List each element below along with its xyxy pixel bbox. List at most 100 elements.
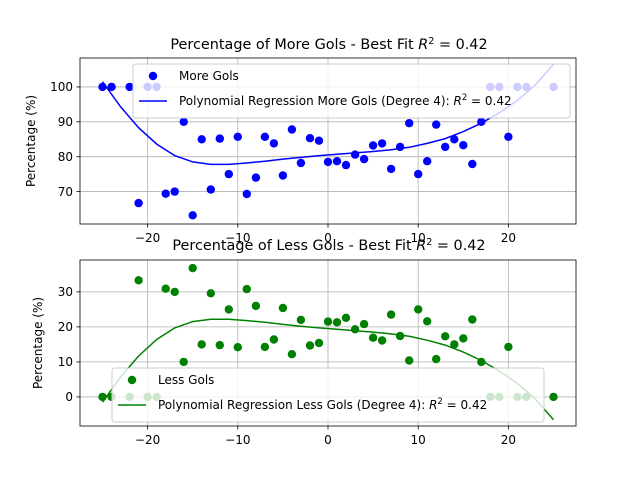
more-gols-data-point — [197, 135, 206, 144]
more-gols-x-tick-label: 0 — [324, 231, 332, 245]
more-gols-data-point — [215, 134, 224, 143]
more-gols-x-tick-label: 10 — [411, 231, 426, 245]
more-gols-data-point — [423, 157, 432, 166]
more-gols-data-point — [368, 141, 378, 150]
less-gols-data-point — [296, 315, 306, 325]
less-gols-y-axis-label: Percentage (%) — [31, 297, 45, 389]
less-gols-data-point — [224, 305, 233, 314]
less-gols-data-point — [423, 317, 432, 326]
more-gols-y-tick-label: 90 — [58, 115, 73, 129]
less-gols-data-point — [395, 331, 405, 341]
more-gols-legend-box — [132, 63, 571, 119]
more-gols-y-tick-label: 80 — [58, 150, 73, 164]
more-gols-data-point — [350, 150, 360, 159]
less-gols-x-tick-label: 20 — [501, 433, 516, 447]
less-gols-data-point — [233, 343, 242, 352]
less-gols-legend-box — [111, 367, 545, 423]
more-gols-data-point — [377, 139, 387, 148]
more-gols-data-point — [170, 187, 179, 196]
less-gols-data-point — [98, 392, 107, 402]
more-gols-data-point — [179, 117, 188, 127]
less-gols-data-point — [188, 263, 197, 273]
more-gols-data-point — [287, 125, 297, 134]
more-gols-legend-marker — [148, 71, 158, 81]
less-gols-data-point — [504, 342, 513, 352]
less-gols-data-point — [414, 305, 423, 314]
less-gols-data-point — [305, 341, 315, 350]
more-gols-data-point — [206, 185, 215, 194]
more-gols-legend: More Gols Polynomial Regression More Gol… — [132, 63, 571, 119]
more-gols-data-point — [224, 169, 233, 179]
less-gols-data-point — [269, 335, 279, 344]
less-gols-data-point — [278, 303, 288, 313]
less-gols-data-point — [179, 357, 188, 367]
more-gols-data-point — [450, 135, 459, 144]
less-gols-data-point — [377, 336, 387, 345]
more-gols-data-point — [477, 117, 486, 127]
less-gols-data-point — [161, 284, 170, 293]
more-gols-data-point — [414, 169, 423, 179]
less-gols-data-point — [197, 340, 206, 349]
more-gols-data-point — [233, 132, 242, 141]
less-gols-data-point — [432, 354, 441, 364]
more-gols-data-point — [405, 119, 414, 128]
more-gols-data-point — [395, 142, 405, 152]
more-gols-data-point — [468, 159, 477, 169]
less-gols-data-point — [405, 356, 414, 365]
less-gols-data-point — [341, 313, 351, 322]
less-gols-legend: Less Gols Polynomial Regression Less Gol… — [111, 367, 545, 423]
more-gols-panel: Percentage of More Gols - Best Fit R2 = … — [24, 36, 577, 245]
less-gols-data-point — [468, 315, 477, 324]
less-gols-data-point — [287, 350, 297, 359]
less-gols-panel: Percentage of Less Gols - Best Fit R2 = … — [31, 237, 577, 447]
more-gols-data-point — [332, 157, 342, 166]
less-gols-data-point — [459, 334, 468, 343]
less-gols-legend-fit-label: Polynomial Regression Less Gols (Degree … — [158, 397, 487, 412]
more-gols-x-tick-label: −10 — [225, 231, 250, 245]
more-gols-data-point — [359, 154, 369, 164]
more-gols-legend-points-label: More Gols — [179, 69, 239, 83]
less-gols-data-point — [251, 301, 261, 311]
more-gols-data-point — [441, 142, 450, 152]
more-gols-title: Percentage of More Gols - Best Fit R2 = … — [170, 36, 487, 54]
less-gols-y-tick-label: 0 — [65, 390, 73, 404]
less-gols-data-point — [242, 284, 251, 294]
less-gols-data-point — [350, 325, 360, 334]
more-gols-data-point — [260, 132, 270, 141]
more-gols-x-tick-label: −20 — [135, 231, 160, 245]
less-gols-x-tick-label: −20 — [135, 433, 160, 447]
less-gols-data-point — [549, 392, 558, 402]
less-gols-data-point — [170, 287, 179, 297]
more-gols-data-point — [386, 164, 396, 174]
less-gols-ticks: −20 −10 0 10 20 0 10 20 30 — [58, 285, 516, 447]
less-gols-data-point — [332, 318, 342, 327]
less-gols-data-point — [359, 319, 369, 329]
more-gols-data-point — [107, 82, 116, 92]
more-gols-y-tick-label: 100 — [50, 80, 73, 94]
more-gols-data-point — [305, 134, 315, 143]
less-gols-x-tick-label: −10 — [225, 433, 250, 447]
more-gols-legend-fit-label: Polynomial Regression More Gols (Degree … — [179, 93, 512, 108]
more-gols-y-tick-label: 70 — [58, 185, 73, 199]
more-gols-data-point — [314, 136, 324, 145]
less-gols-x-tick-label: 0 — [324, 433, 332, 447]
less-gols-x-tick-label: 10 — [411, 433, 426, 447]
more-gols-data-point — [269, 139, 279, 148]
less-gols-y-tick-label: 30 — [58, 285, 73, 299]
less-gols-data-point — [450, 340, 459, 349]
less-gols-data-point — [368, 333, 378, 342]
more-gols-data-point — [323, 157, 333, 167]
more-gols-data-point — [134, 198, 143, 208]
more-gols-data-point — [188, 211, 197, 220]
less-gols-data-point — [206, 289, 215, 298]
more-gols-data-point — [161, 189, 170, 198]
less-gols-data-point — [314, 338, 324, 348]
more-gols-data-point — [242, 189, 251, 199]
more-gols-data-point — [432, 120, 441, 129]
less-gols-title: Percentage of Less Gols - Best Fit R2 = … — [172, 237, 485, 255]
more-gols-data-point — [296, 158, 306, 168]
less-gols-y-tick-label: 10 — [58, 355, 73, 369]
less-gols-data-point — [260, 342, 270, 352]
less-gols-data-point — [215, 340, 224, 350]
